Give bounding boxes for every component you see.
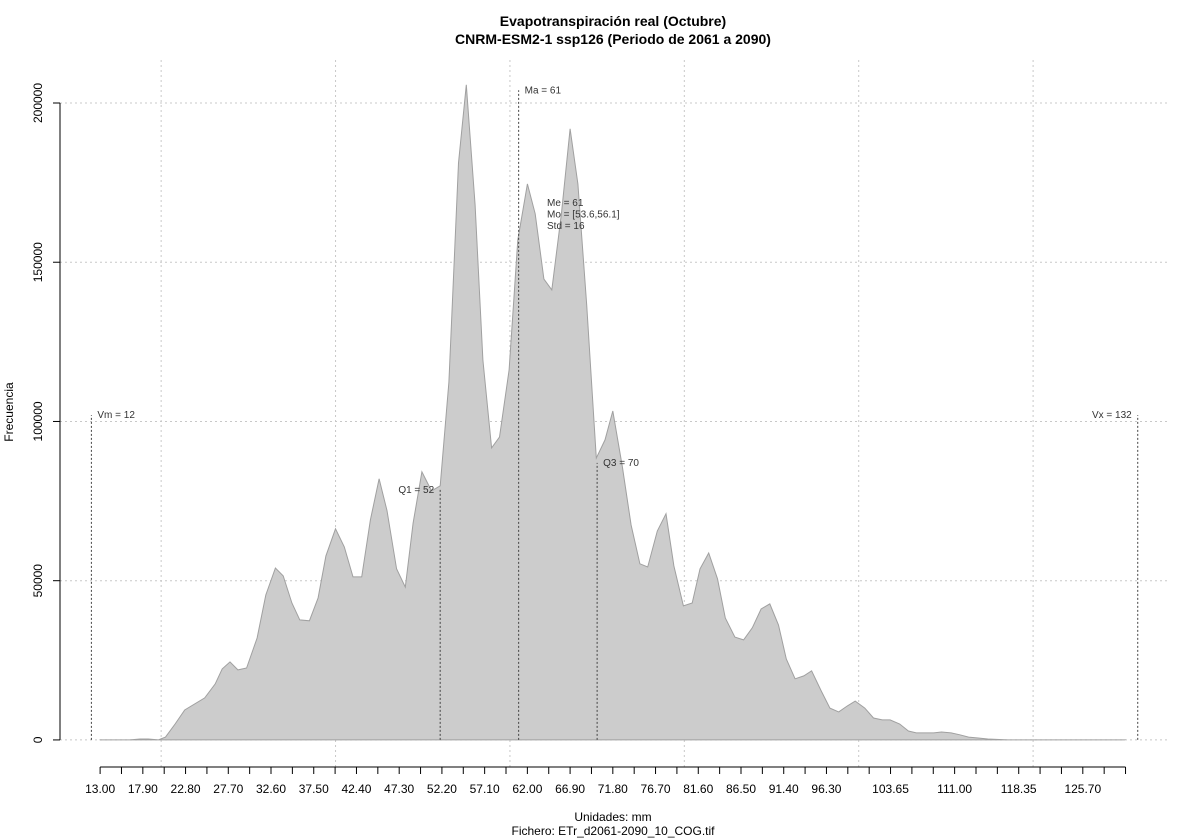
stat-label: Std = 16 xyxy=(547,221,585,232)
y-axis-label: Frecuencia xyxy=(2,382,16,442)
stat-label: Mo = [53.6,56.1] xyxy=(547,210,620,221)
x-tick-label: 76.70 xyxy=(641,782,671,796)
x-tick-label: 118.35 xyxy=(1001,782,1037,796)
x-axis-label: Unidades: mm xyxy=(574,810,651,824)
y-tick-label: 100000 xyxy=(31,401,45,441)
x-tick-label: 32.60 xyxy=(256,782,286,796)
x-tick-label: 42.40 xyxy=(341,782,371,796)
area xyxy=(99,84,1127,741)
x-tick-label: 86.50 xyxy=(726,782,756,796)
y-tick-label: 150000 xyxy=(31,242,45,282)
marker-label: Q3 = 70 xyxy=(603,458,639,469)
marker-label: Vx = 132 xyxy=(1092,410,1132,421)
x-tick-label: 125.70 xyxy=(1064,782,1101,796)
x-tick-label: 91.40 xyxy=(769,782,799,796)
x-tick-label: 52.20 xyxy=(427,782,457,796)
x-tick-label: 71.80 xyxy=(598,782,628,796)
x-tick-label: 66.90 xyxy=(555,782,585,796)
y-tick-label: 50000 xyxy=(31,564,45,598)
marker-label: Vm = 12 xyxy=(97,410,135,421)
x-tick-label: 27.70 xyxy=(213,782,243,796)
x-tick-label: 57.10 xyxy=(470,782,500,796)
x-tick-label: 13.00 xyxy=(85,782,115,796)
x-tick-label: 111.00 xyxy=(937,782,972,796)
x-tick-label: 81.60 xyxy=(683,782,713,796)
x-tick-label: 17.90 xyxy=(128,782,158,796)
marker-label: Ma = 61 xyxy=(525,85,562,96)
marker-label: Q1 = 52 xyxy=(398,485,434,496)
y-tick-label: 200000 xyxy=(31,83,45,123)
y-tick-label: 0 xyxy=(31,736,45,743)
x-tick-label: 37.50 xyxy=(299,782,329,796)
x-tick-label: 22.80 xyxy=(171,782,201,796)
stat-label: Me = 61 xyxy=(547,198,584,209)
x-tick-label: 62.00 xyxy=(512,782,542,796)
x-tick-label: 47.30 xyxy=(384,782,414,796)
caption: Fichero: ETr_d2061-2090_10_COG.tif xyxy=(512,824,716,838)
x-tick-label: 96.30 xyxy=(811,782,841,796)
x-tick-label: 103.65 xyxy=(872,782,909,796)
chart-title: Evapotranspiración real (Octubre) xyxy=(500,13,726,29)
chart-subtitle: CNRM-ESM2-1 ssp126 (Periodo de 2061 a 20… xyxy=(455,31,771,47)
